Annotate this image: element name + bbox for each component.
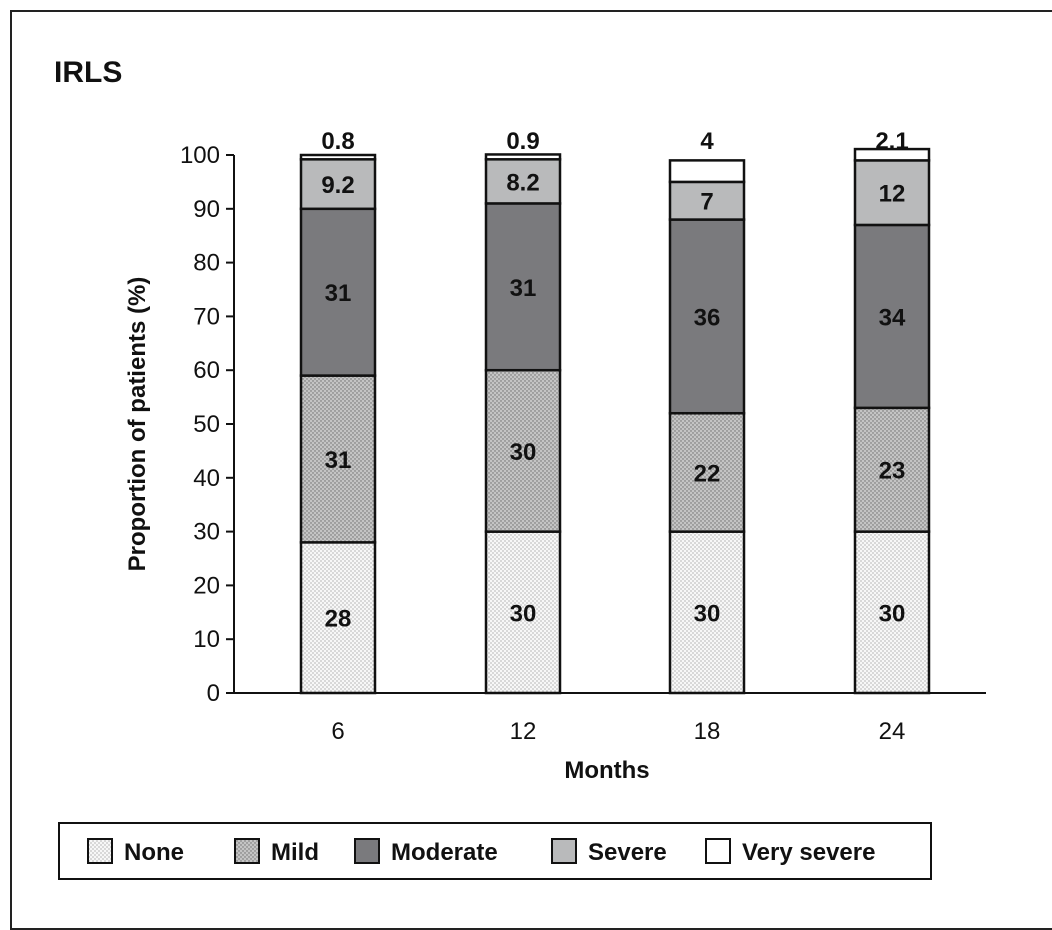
data-label: 0.9	[506, 128, 539, 155]
bar-segment-none	[299, 541, 377, 695]
legend-swatch	[551, 838, 577, 864]
data-label: 8.2	[506, 169, 539, 196]
chart-title: IRLS	[54, 56, 123, 89]
data-label: 28	[325, 606, 352, 633]
data-label: 4	[700, 128, 714, 155]
y-tick-label: 100	[180, 142, 220, 169]
y-tick-label: 40	[193, 465, 220, 492]
x-axis-title: Months	[564, 757, 649, 784]
bar-segment-very-severe	[853, 147, 931, 162]
y-tick-label: 80	[193, 250, 220, 277]
data-label: 34	[879, 304, 906, 331]
legend-swatch	[234, 838, 260, 864]
y-tick-label: 60	[193, 357, 220, 384]
data-label: 23	[879, 458, 906, 485]
x-tick-label: 18	[694, 718, 721, 745]
y-tick-label: 0	[207, 680, 220, 707]
data-label: 22	[694, 460, 721, 487]
data-label: 30	[510, 439, 537, 466]
y-tick-label: 90	[193, 196, 220, 223]
bar-segment-mild	[299, 374, 377, 544]
data-label: 31	[325, 280, 352, 307]
data-label: 9.2	[321, 172, 354, 199]
legend-label: Very severe	[742, 839, 875, 866]
legend-swatch	[705, 838, 731, 864]
y-tick-label: 50	[193, 411, 220, 438]
data-label: 30	[694, 600, 721, 627]
x-tick-label: 24	[879, 718, 906, 745]
bar-segment-very-severe	[299, 153, 377, 161]
legend: None Mild Moderate Severe Very severe	[58, 822, 932, 880]
legend-label: Moderate	[391, 839, 498, 866]
bar-segment-moderate	[853, 223, 931, 410]
y-tick-label: 30	[193, 519, 220, 546]
y-axis-title: Proportion of patients (%)	[124, 277, 151, 572]
data-label: 31	[510, 275, 537, 302]
data-label: 30	[510, 600, 537, 627]
legend-label: None	[124, 839, 184, 866]
legend-swatch	[87, 838, 113, 864]
legend-label: Severe	[588, 839, 667, 866]
data-label: 31	[325, 447, 352, 474]
y-tick-label: 70	[193, 303, 220, 330]
bar-segment-moderate	[299, 207, 377, 377]
legend-box	[58, 822, 932, 880]
data-label: 12	[879, 181, 906, 208]
bar-segment-none	[853, 530, 931, 695]
x-tick-label: 12	[510, 718, 537, 745]
y-tick-label: 20	[193, 572, 220, 599]
x-tick-label: 6	[331, 718, 344, 745]
bar-segment-severe	[853, 159, 931, 227]
bar-segment-mild	[668, 411, 746, 533]
bar-segment-very-severe	[484, 153, 562, 161]
legend-swatch	[354, 838, 380, 864]
bars	[299, 147, 931, 695]
y-tick-label: 10	[193, 626, 220, 653]
bar-segment-severe	[668, 180, 746, 221]
data-label: 36	[694, 304, 721, 331]
data-labels: 28 31 31 9.2 0.8 30 30 31 8.2 0.9 30 22 36 7 4 30 23 34 12…	[321, 128, 908, 633]
data-label: 0.8	[321, 128, 354, 155]
legend-label: Mild	[271, 839, 319, 866]
bar-segment-mild	[484, 368, 562, 533]
data-label: 7	[700, 189, 713, 216]
bar-segment-very-severe	[668, 159, 746, 184]
bar-segment-none	[668, 530, 746, 695]
data-label: 30	[879, 600, 906, 627]
data-label: 2.1	[875, 128, 908, 155]
axes: 0 10 20 30 40 50 60 70 80 90 100 6 12 18 24	[180, 142, 986, 745]
bar-segment-severe	[484, 158, 562, 205]
